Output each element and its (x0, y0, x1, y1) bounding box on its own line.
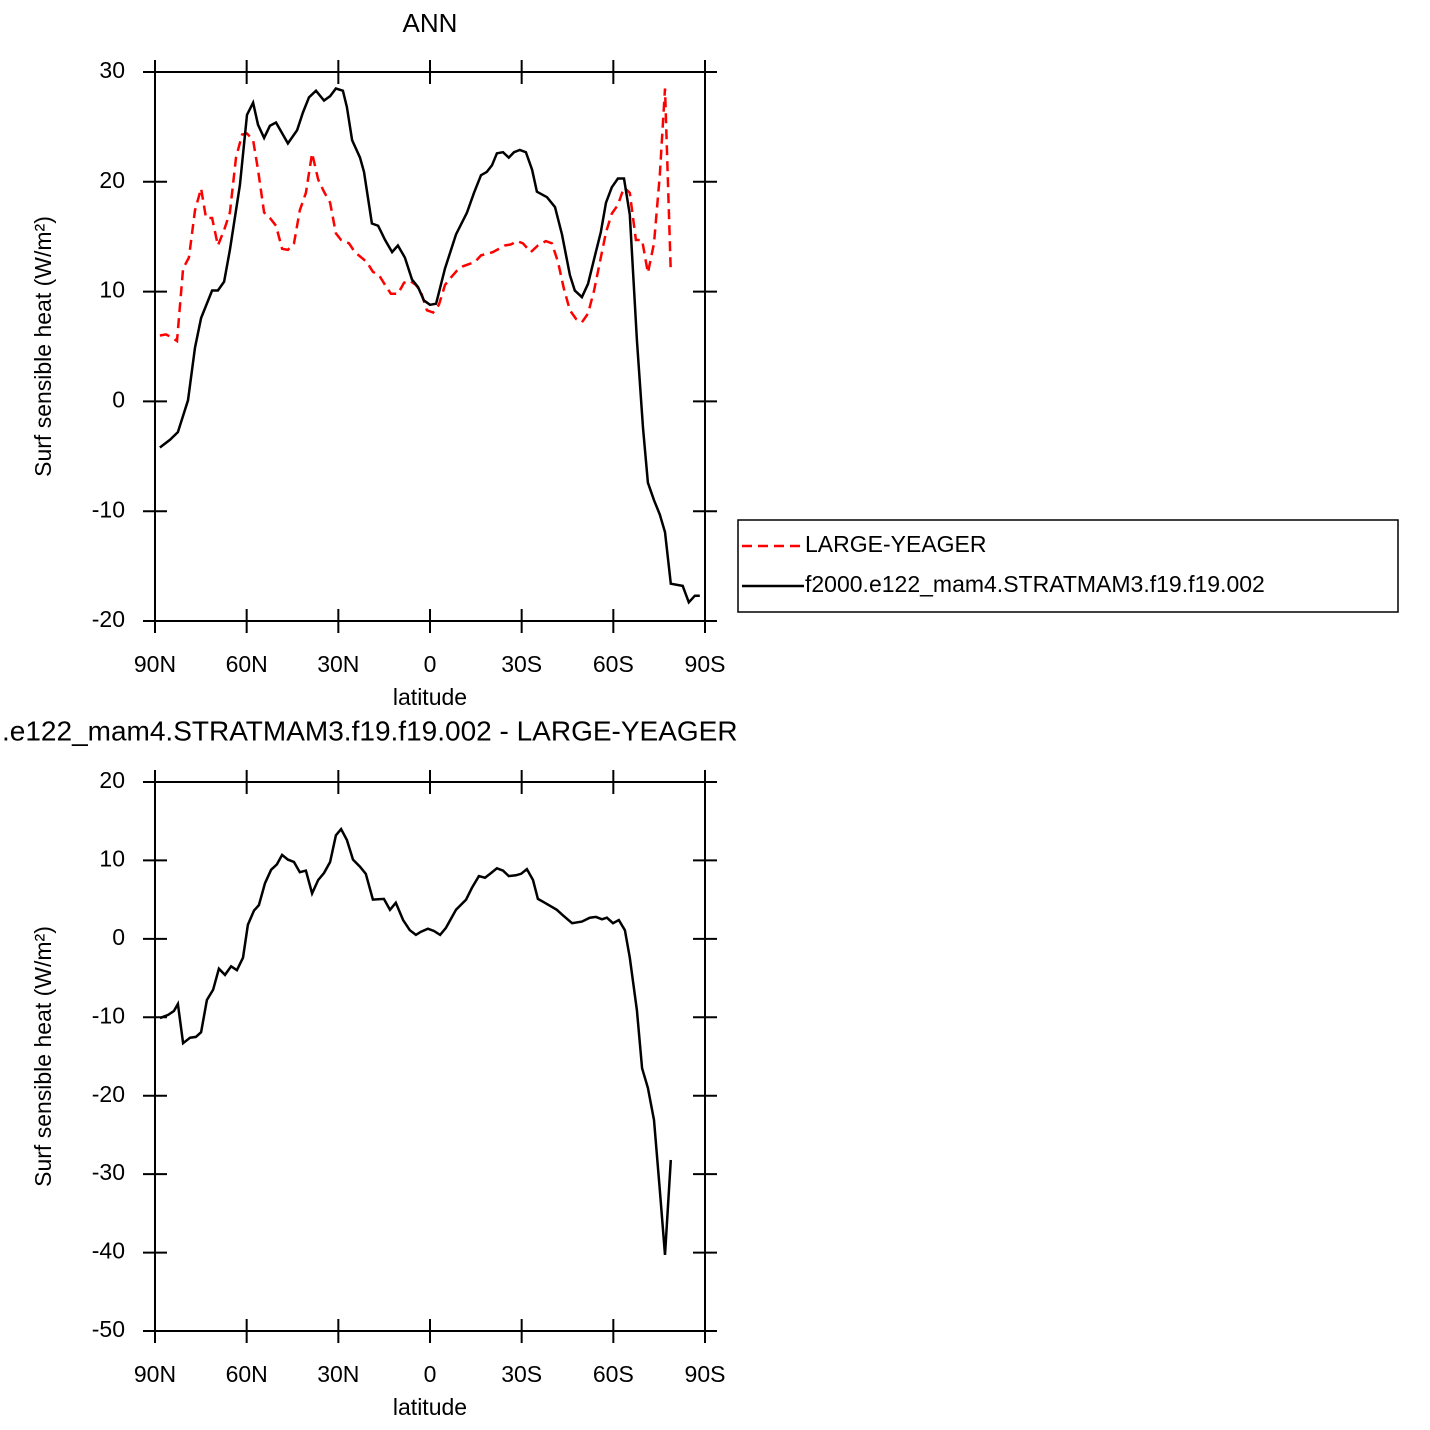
y-tick-label: -50 (92, 1316, 125, 1342)
x-tick-label: 30N (317, 651, 359, 677)
x-tick-label: 90S (685, 1361, 726, 1387)
y-tick-label: -30 (92, 1159, 125, 1185)
data-line (159, 826, 673, 1255)
data-line (159, 87, 700, 605)
y-tick-label: 20 (99, 167, 125, 193)
chart-title: .e122_mam4.STRATMAM3.f19.f19.002 - LARGE… (2, 715, 738, 746)
y-tick-label: 0 (112, 924, 125, 950)
x-axis-label: latitude (393, 1394, 467, 1420)
x-tick-label: 30S (501, 1361, 542, 1387)
legend-label: LARGE-YEAGER (805, 531, 987, 557)
x-tick-label: 0 (424, 651, 437, 677)
y-tick-label: 30 (99, 57, 125, 83)
y-tick-label: 10 (99, 846, 125, 872)
y-tick-label: 20 (99, 767, 125, 793)
x-tick-label: 90S (685, 651, 726, 677)
x-tick-label: 60S (593, 651, 634, 677)
plot-frame (154, 71, 706, 622)
plot-frame (154, 781, 706, 1332)
data-line (159, 88, 673, 344)
x-tick-label: 30N (317, 1361, 359, 1387)
x-axis-label: latitude (393, 684, 467, 710)
y-tick-label: -20 (92, 1081, 125, 1107)
x-tick-label: 60N (226, 1361, 268, 1387)
legend-box (737, 519, 1399, 613)
chart-title: ANN (403, 8, 458, 38)
y-tick-label: 0 (112, 386, 125, 412)
x-tick-label: 90N (134, 1361, 176, 1387)
x-tick-label: 30S (501, 651, 542, 677)
x-tick-label: 60N (226, 651, 268, 677)
y-tick-label: -20 (92, 606, 125, 632)
x-tick-label: 90N (134, 651, 176, 677)
y-tick-label: -10 (92, 496, 125, 522)
y-tick-label: -40 (92, 1238, 125, 1264)
x-tick-label: 60S (593, 1361, 634, 1387)
x-tick-label: 0 (424, 1361, 437, 1387)
y-tick-label: 10 (99, 277, 125, 303)
y-tick-label: -10 (92, 1002, 125, 1028)
y-axis-label: Surf sensible heat (W/m²) (30, 216, 56, 477)
legend-label: f2000.e122_mam4.STRATMAM3.f19.f19.002 (805, 571, 1265, 597)
y-axis-label: Surf sensible heat (W/m²) (30, 926, 56, 1187)
